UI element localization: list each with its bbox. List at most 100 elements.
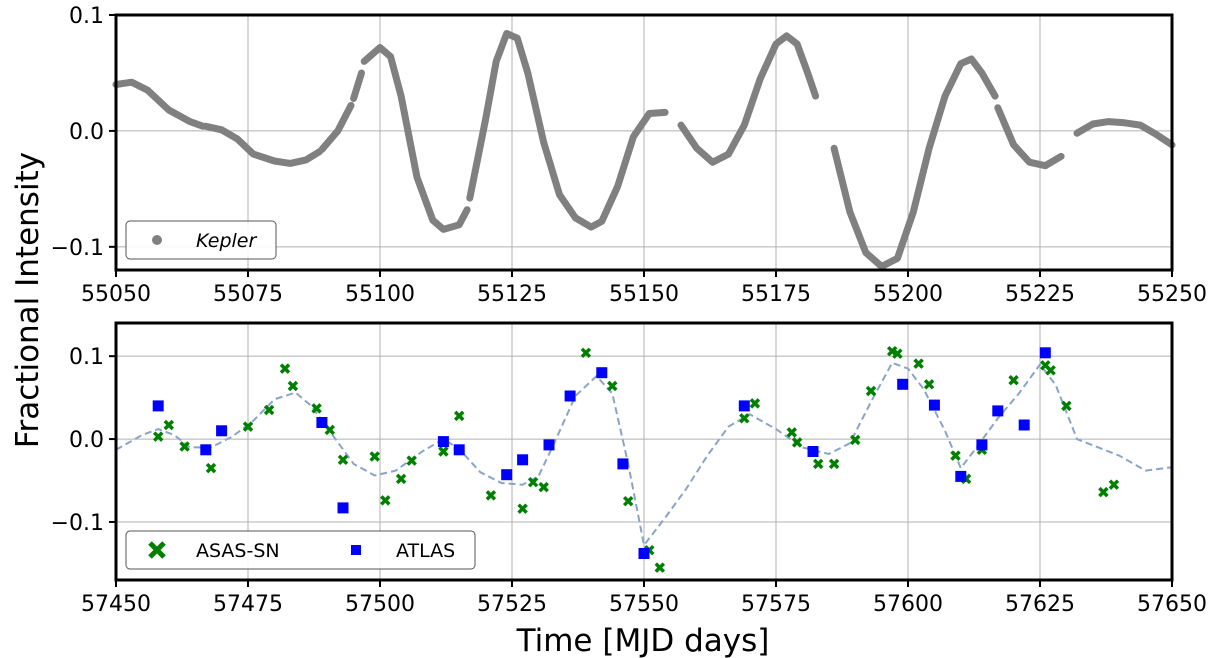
asas-sn-point [438, 446, 449, 457]
y-tick-label: −0.1 [51, 511, 104, 536]
asas-sn-point [337, 454, 349, 466]
kepler-lightcurve-segment [202, 122, 323, 167]
x-tick-label: 57625 [1005, 592, 1075, 617]
kepler-lightcurve-segment [994, 104, 1065, 170]
x-tick-label: 55100 [345, 282, 415, 307]
atlas-point [453, 444, 465, 456]
legend-box [125, 530, 476, 570]
x-tick-label: 57550 [609, 592, 679, 617]
atlas-point [955, 470, 967, 482]
atlas-point [1039, 347, 1051, 359]
asas-sn-point [913, 358, 924, 369]
asas-sn-point [179, 441, 190, 452]
ground-survey-legend: ASAS-SN ATLAS [125, 530, 476, 570]
kepler-panel: 55050 55075 55100 55125 55150 55175 55200 55225… [51, 4, 1207, 307]
x-tick-label: 57500 [345, 592, 415, 617]
asas-sn-point [163, 419, 175, 431]
asas-sn-point [865, 385, 877, 397]
asas-sn-point [812, 458, 824, 470]
kepler-lightcurve-segment [677, 32, 820, 166]
x-axis-label: Time [MJD days] [516, 623, 770, 658]
x-tick-label: 55225 [1005, 282, 1075, 307]
asas-sn-point [1108, 479, 1120, 490]
atlas-point [517, 454, 529, 466]
atlas-point [200, 444, 212, 456]
atlas-point [543, 439, 555, 451]
y-axis-label: Fractional Intensity [10, 152, 46, 448]
kepler-lightcurve-segment [466, 30, 669, 231]
kepler-lightcurve-segment [360, 44, 471, 233]
x-tick-label: 55125 [477, 282, 547, 307]
asas-sn-point [205, 462, 217, 474]
atlas-point [992, 405, 1004, 417]
asas-sn-point [263, 404, 275, 416]
ground-survey-panel: 57450 57475 57500 57525 57550 57575 57600 57625… [51, 321, 1207, 617]
kepler-lightcurve-segment [350, 69, 365, 102]
y-tick-label: 0.1 [69, 4, 104, 29]
atlas-legend-label: ATLAS [396, 540, 455, 562]
x-tick-label: 57450 [81, 592, 151, 617]
x-tick-label: 55150 [609, 282, 679, 307]
asas-sn-point [1045, 365, 1056, 376]
x-tick-label: 55075 [213, 282, 283, 307]
ground-survey-ticks: 57450 57475 57500 57525 57550 57575 57600 57625… [51, 345, 1207, 617]
asas-sn-point [786, 427, 798, 438]
ground-survey-series [115, 345, 1173, 573]
asas-sn-point [739, 413, 750, 424]
asas-sn-point [849, 434, 861, 446]
atlas-point [501, 469, 513, 481]
y-tick-label: 0.0 [69, 428, 104, 453]
y-tick-label: 0.1 [69, 345, 104, 370]
asas-sn-point [406, 455, 417, 466]
asas-sn-point [1061, 400, 1072, 412]
model-dashed-curve [115, 361, 1173, 548]
asas-sn-point [923, 379, 935, 390]
atlas-point [638, 548, 650, 559]
atlas-point [216, 425, 228, 437]
atlas-legend-marker [351, 545, 361, 555]
x-tick-label: 55175 [741, 282, 811, 307]
asas-sn-point [892, 348, 903, 359]
asas-sn-point [1008, 374, 1019, 386]
atlas-point [1018, 419, 1030, 431]
x-tick-label: 57650 [1137, 592, 1207, 617]
kepler-legend: Kepler [125, 220, 277, 260]
asas-sn-point [791, 437, 803, 448]
asas-sn-point [828, 458, 840, 470]
x-tick-label: 57575 [741, 592, 811, 617]
asas-sn-point [242, 421, 254, 432]
kepler-series [112, 30, 1176, 270]
asas-sn-point [749, 398, 761, 409]
legend-box [125, 220, 277, 260]
x-tick-label: 57475 [213, 592, 283, 617]
asas-sn-point [453, 410, 465, 422]
atlas-point [897, 378, 909, 390]
kepler-ticks: 55050 55075 55100 55125 55150 55175 55200 55225… [51, 4, 1207, 307]
x-tick-label: 57525 [477, 592, 547, 617]
kepler-legend-label: Kepler [196, 230, 258, 252]
asas-sn-point [152, 431, 164, 442]
asas-sn-point [485, 490, 497, 501]
atlas-point [564, 390, 576, 402]
atlas-point [596, 367, 608, 379]
atlas-point [337, 502, 349, 514]
asas-sn-point [311, 403, 322, 414]
asas-sn-point [654, 562, 666, 573]
asas-sn-point [369, 451, 380, 462]
kepler-lightcurve-segment [830, 55, 999, 270]
asas-sn-legend-label: ASAS-SN [196, 540, 280, 562]
kepler-legend-marker [152, 235, 162, 245]
y-tick-label: 0.0 [69, 120, 104, 145]
atlas-point [316, 417, 328, 428]
asas-sn-point [607, 380, 618, 392]
asas-sn-point [622, 495, 634, 507]
asas-sn-point [517, 503, 528, 514]
atlas-point [617, 458, 629, 470]
asas-sn-point [538, 481, 549, 493]
asas-sn-point [527, 476, 539, 488]
y-tick-label: −0.1 [51, 236, 104, 261]
asas-sn-legend-marker [148, 541, 166, 559]
asas-sn-point [950, 450, 961, 461]
x-tick-label: 55050 [81, 282, 151, 307]
x-tick-label: 57600 [873, 592, 943, 617]
